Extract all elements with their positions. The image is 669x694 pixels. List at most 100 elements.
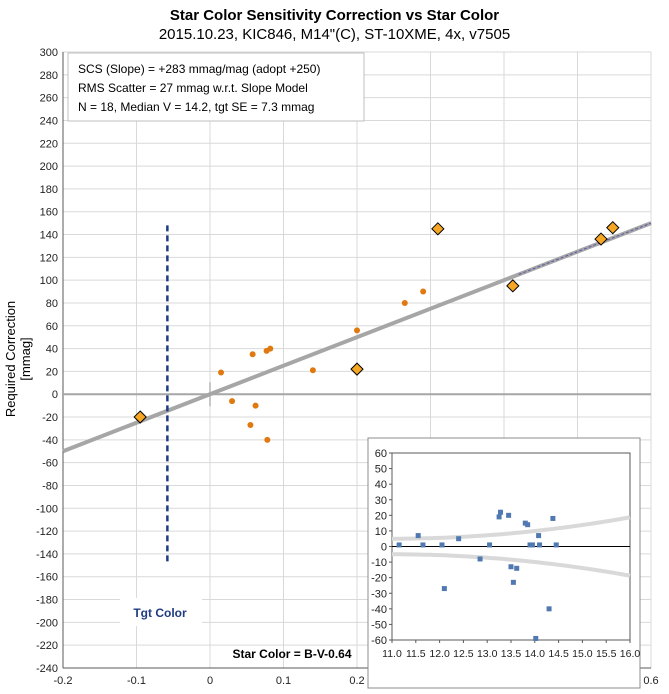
inset-x-tick-label: 15.0 <box>572 648 593 660</box>
inset-data-point <box>529 542 535 548</box>
chart-subtitle: 2015.10.23, KIC846, M14"(C), ST-10XME, 4… <box>158 26 511 43</box>
y-tick-label: 80 <box>46 298 58 310</box>
y-tick-label: 120 <box>40 252 58 264</box>
tgt-color-label: Tgt Color <box>133 606 187 620</box>
data-point <box>247 422 254 429</box>
y-tick-label: -220 <box>36 640 58 652</box>
x-tick-label: -0.1 <box>127 675 146 687</box>
inset-data-point <box>439 542 445 548</box>
y-tick-label: 200 <box>40 161 58 173</box>
x-tick-label: 0.1 <box>276 675 291 687</box>
inset-y-tick-label: -60 <box>371 635 387 647</box>
y-tick-label: 20 <box>46 366 58 378</box>
inset-curves <box>392 515 631 578</box>
data-point <box>309 367 316 374</box>
data-point <box>218 369 225 376</box>
data-point <box>229 398 236 405</box>
y-tick-label: 0 <box>52 389 58 401</box>
inset-data-point <box>456 536 462 542</box>
inset-y-tick-label: 60 <box>375 448 387 460</box>
star-color-label: Star Color = B-V-0.64 <box>232 647 351 661</box>
inset-lower-envelope <box>392 552 631 578</box>
x-tick-label: 0.2 <box>349 675 364 687</box>
y-tick-label: -20 <box>42 412 58 424</box>
inset-data-point <box>477 556 483 562</box>
inset-data-point <box>536 533 542 539</box>
inset-y-tick-label: 0 <box>381 542 387 554</box>
inset-y-tick-label: 50 <box>375 464 387 476</box>
data-point <box>252 402 259 409</box>
y-tick-label: 100 <box>40 275 58 287</box>
y-tick-label: 220 <box>40 138 58 150</box>
inset-x-tick-label: 13.5 <box>501 648 522 660</box>
inset-data-point <box>441 586 447 592</box>
y-tick-label: 160 <box>40 207 58 219</box>
diamond-point <box>606 220 620 235</box>
x-tick-label: 0.6 <box>643 675 658 687</box>
inset-data-point <box>553 542 559 548</box>
inset-y-tick-label: 30 <box>375 495 387 507</box>
y-tick-label: 40 <box>46 344 58 356</box>
diamond-point <box>594 232 608 246</box>
y-tick-label: 140 <box>40 230 58 242</box>
annotation-box: SCS (Slope) = +283 mmag/mag (adopt +250)… <box>67 52 365 122</box>
data-point <box>264 436 271 443</box>
y-tick-label: -120 <box>36 526 58 538</box>
inset-data-point <box>546 606 552 612</box>
inset-data-point <box>508 564 514 570</box>
data-point <box>267 345 274 352</box>
y-tick-label: -40 <box>42 435 58 447</box>
inset-y-tick-label: -40 <box>371 604 387 616</box>
y-tick-label: 260 <box>40 93 58 105</box>
diamond-point <box>350 362 364 376</box>
diamond-point <box>506 279 520 293</box>
inset-y-tick-label: -10 <box>371 557 387 569</box>
y-tick-label: 180 <box>40 184 58 196</box>
inset-y-tick-label: 20 <box>375 510 387 522</box>
y-tick-label: -160 <box>36 572 58 584</box>
inset-data-point <box>498 509 504 515</box>
data-point <box>249 351 256 358</box>
inset-x-tick-label: 12.5 <box>453 648 474 660</box>
inset-x-tick-label: 11.0 <box>382 648 402 660</box>
y-tick-label: -100 <box>36 503 58 515</box>
inset-data-point <box>506 512 512 518</box>
tgt-label-box: Tgt Color <box>120 598 202 626</box>
inset-y-tick-label: -50 <box>371 619 387 631</box>
inset-axes <box>389 452 631 643</box>
y-tick-label: 240 <box>40 115 58 127</box>
y-tick-label: -180 <box>36 595 58 607</box>
inset-data-point <box>396 542 402 548</box>
inset-data-point <box>415 533 421 539</box>
inset-data-point <box>514 565 520 571</box>
inset-x-tick-label: 13.0 <box>477 648 498 660</box>
trend-line-extension <box>518 222 652 275</box>
inset-data-point <box>487 542 493 548</box>
diamond-point <box>133 410 147 424</box>
annotation-line-3: N = 18, Median V = 14.2, tgt SE = 7.3 mm… <box>78 100 314 114</box>
inset-data-point <box>510 579 516 585</box>
trend-line-group <box>62 221 652 454</box>
annotation-line-1: SCS (Slope) = +283 mmag/mag (adopt +250) <box>78 62 320 76</box>
tick-labels: -240-220-200-180-160-140-120-100-80-60-4… <box>36 47 659 687</box>
inset-data-point <box>420 542 426 548</box>
data-point <box>420 288 427 295</box>
inset-y-tick-label: 10 <box>375 526 387 538</box>
inset-data-point <box>525 522 531 528</box>
y-tick-label: -80 <box>42 480 58 492</box>
y-tick-label: 300 <box>40 47 58 59</box>
y-tick-label: -240 <box>36 663 58 675</box>
inset-x-tick-label: 15.5 <box>596 648 617 660</box>
inset-x-tick-label: 11.5 <box>406 648 426 660</box>
inset-data-point <box>550 515 556 521</box>
inset-x-tick-label: 12.0 <box>429 648 450 660</box>
y-tick-label: 60 <box>46 321 58 333</box>
inset-upper-envelope <box>392 515 631 541</box>
inset-data-point <box>537 542 543 548</box>
x-tick-label: -0.2 <box>54 675 73 687</box>
inset-data-point <box>496 514 502 520</box>
y-tick-label: -60 <box>42 458 58 470</box>
